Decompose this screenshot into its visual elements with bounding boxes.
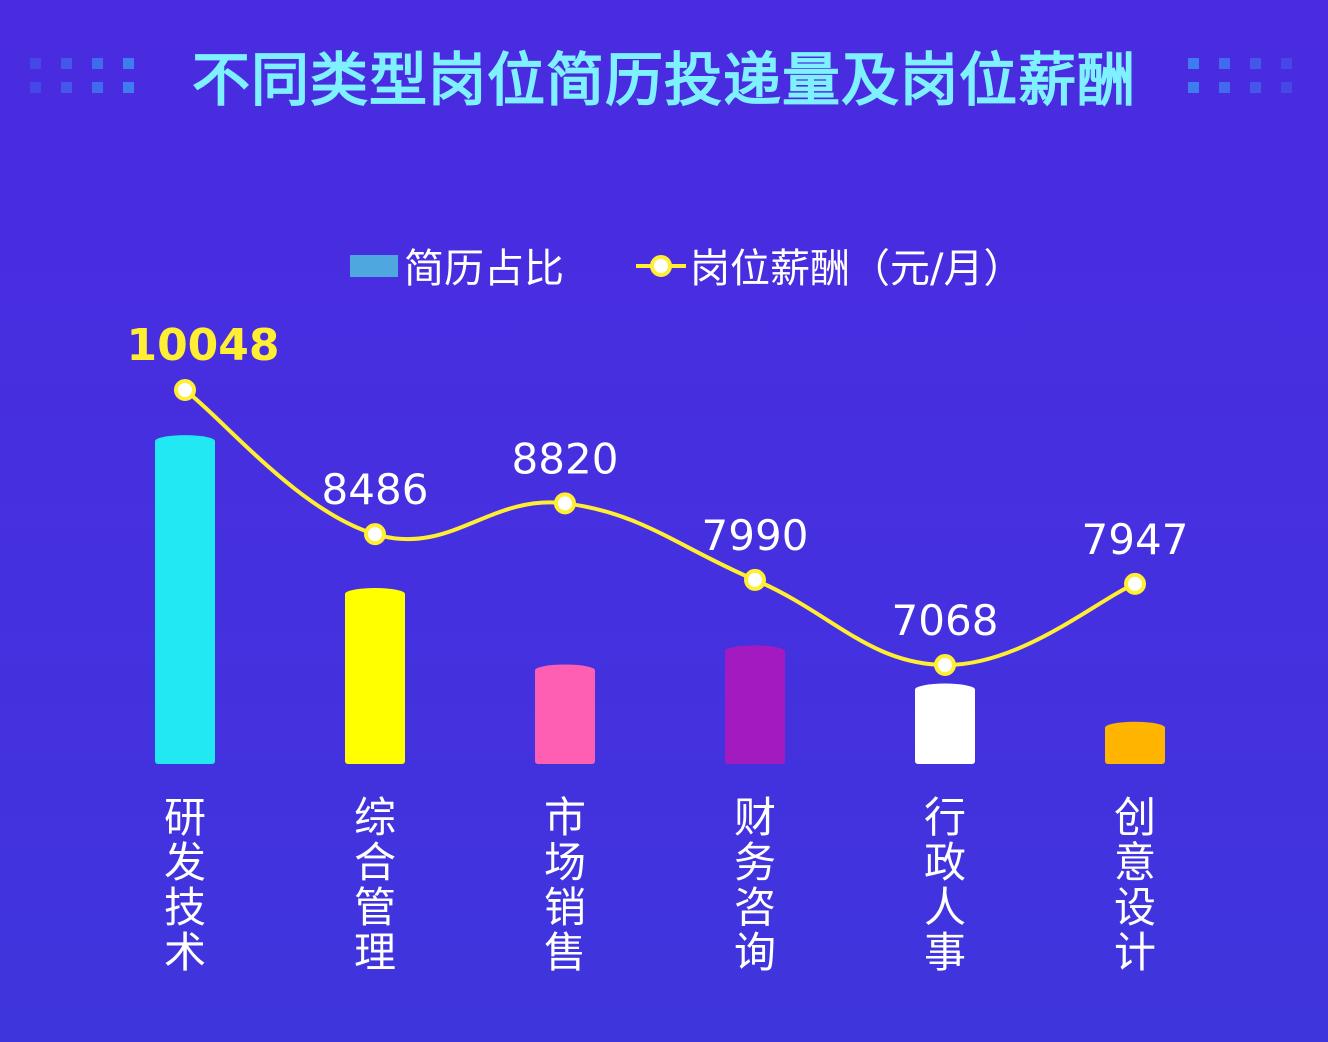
salary-point-1 <box>174 379 196 401</box>
decor-dot <box>1281 58 1292 69</box>
category-label-3-char-3: 销 <box>544 883 586 932</box>
category-label-3-char-1: 市 <box>544 793 586 842</box>
salary-label-5: 7068 <box>892 596 999 645</box>
category-label-5-char-1: 行 <box>924 793 966 842</box>
category-label-2-char-2: 合 <box>354 838 396 887</box>
legend-line-marker <box>650 255 672 277</box>
decor-dot <box>61 82 72 93</box>
category-label-4-char-4: 询 <box>734 928 776 977</box>
bar-1 <box>155 439 215 764</box>
bar-cap-6 <box>1105 721 1165 734</box>
category-label-6-char-1: 创 <box>1114 793 1156 842</box>
category-label-1-char-2: 发 <box>164 838 206 887</box>
category-label-4-char-3: 咨 <box>734 883 776 932</box>
category-label-5-char-4: 事 <box>924 928 966 977</box>
decor-dot <box>1219 82 1230 93</box>
bar-cap-4 <box>725 645 785 658</box>
legend-bar-swatch <box>350 255 398 277</box>
category-label-2-char-4: 理 <box>354 928 396 977</box>
bar-cap-1 <box>155 435 215 448</box>
legend-bar-label: 简历占比 <box>404 246 564 292</box>
decor-dot <box>1281 82 1292 93</box>
decor-dot <box>1188 58 1199 69</box>
category-label-5-char-2: 政 <box>924 838 966 887</box>
category-label-1-char-3: 技 <box>164 883 206 932</box>
decor-dot <box>92 82 103 93</box>
bar-3 <box>535 668 595 764</box>
category-label-1-char-4: 术 <box>164 928 206 977</box>
salary-label-2: 8486 <box>322 465 429 514</box>
legend-line-label: 岗位薪酬（元/月） <box>690 246 1023 292</box>
category-label-3-char-4: 售 <box>544 928 586 977</box>
category-label-6-char-3: 设 <box>1114 883 1156 932</box>
decor-dot <box>92 58 103 69</box>
decor-dot <box>61 58 72 69</box>
decor-dot <box>1219 58 1230 69</box>
salary-label-4: 7990 <box>702 511 809 560</box>
bar-cap-5 <box>915 683 975 696</box>
category-label-3-char-2: 场 <box>544 838 586 887</box>
salary-point-5 <box>934 654 956 676</box>
salary-label-6: 7947 <box>1082 515 1189 564</box>
decor-dot <box>30 82 41 93</box>
bar-2 <box>345 592 405 764</box>
category-label-5-char-3: 人 <box>924 883 966 932</box>
bar-4 <box>725 649 785 764</box>
category-label-4-char-1: 财 <box>734 793 776 842</box>
dot-grid-icon <box>30 58 140 104</box>
decor-dot <box>1188 82 1199 93</box>
salary-label-1: 10048 <box>126 320 279 371</box>
decor-dot <box>123 82 134 93</box>
category-label-2-char-1: 综 <box>354 793 396 842</box>
category-label-6-char-2: 意 <box>1114 838 1156 887</box>
salary-point-2 <box>364 523 386 546</box>
decor-dot <box>1250 58 1261 69</box>
decor-dot <box>1250 82 1261 93</box>
salary-line <box>183 388 1136 668</box>
chart-title: 不同类型岗位简历投递量及岗位薪酬 <box>191 46 1136 114</box>
salary-label-3: 8820 <box>512 434 619 483</box>
decor-dot <box>30 58 41 69</box>
bar-cap-2 <box>345 588 405 600</box>
category-label-6-char-4: 计 <box>1114 928 1156 977</box>
category-label-2-char-3: 管 <box>354 883 396 932</box>
salary-point-3 <box>554 492 576 515</box>
salary-point-4 <box>744 568 766 591</box>
salary-point-6 <box>1124 572 1146 595</box>
bar-6 <box>1105 725 1165 764</box>
bar-cap-3 <box>535 664 595 677</box>
decor-dot <box>123 58 134 69</box>
category-label-1-char-1: 研 <box>164 793 206 842</box>
dot-grid-icon <box>1188 58 1298 104</box>
category-label-4-char-2: 务 <box>734 838 776 887</box>
bar-5 <box>915 687 975 764</box>
